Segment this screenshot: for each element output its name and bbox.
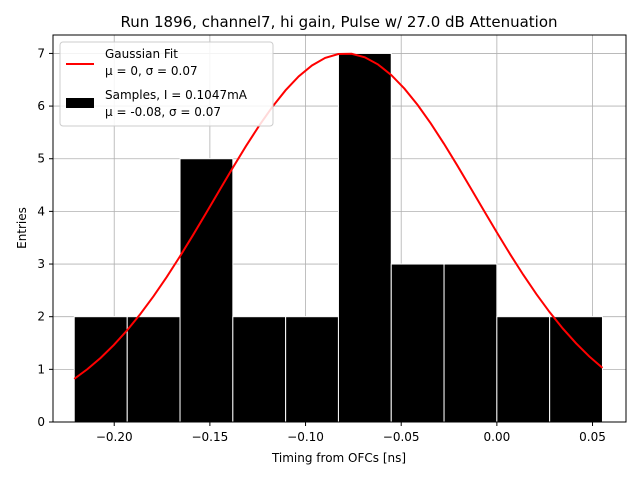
y-tick-label: 7 bbox=[37, 46, 45, 60]
chart-title: Run 1896, channel7, hi gain, Pulse w/ 27… bbox=[120, 13, 557, 31]
legend-histogram-swatch bbox=[66, 98, 94, 108]
histogram-bar bbox=[549, 316, 603, 423]
x-tick-label: 0.00 bbox=[484, 430, 511, 444]
x-tick-label: −0.10 bbox=[287, 430, 324, 444]
x-axis-ticks: −0.20 −0.15 −0.10 −0.05 0.00 0.05 bbox=[96, 422, 606, 444]
y-tick-label: 2 bbox=[37, 310, 45, 324]
y-tick-label: 6 bbox=[37, 99, 45, 113]
x-tick-label: −0.20 bbox=[96, 430, 133, 444]
legend-histogram-stats: μ = -0.08, σ = 0.07 bbox=[105, 105, 221, 119]
histogram-bar bbox=[232, 316, 287, 423]
histogram-bars bbox=[73, 52, 603, 423]
x-tick-label: −0.15 bbox=[191, 430, 228, 444]
plot-frame bbox=[52, 34, 627, 423]
legend: Gaussian Fit μ = 0, σ = 0.07 Samples, I … bbox=[59, 41, 274, 127]
y-tick-label: 3 bbox=[37, 257, 45, 271]
legend-box bbox=[59, 41, 274, 127]
legend-histogram-label: Samples, I = 0.1047mA bbox=[105, 88, 248, 102]
histogram-bar bbox=[390, 263, 445, 423]
histogram-bar bbox=[337, 52, 392, 423]
x-tick-label: 0.05 bbox=[579, 430, 606, 444]
histogram-bar bbox=[285, 316, 339, 423]
x-tick-label: −0.05 bbox=[383, 430, 420, 444]
gaussian-fit-line bbox=[73, 52, 604, 380]
x-axis-label: Timing from OFCs [ns] bbox=[271, 451, 406, 465]
histogram-bar bbox=[496, 316, 551, 423]
y-axis-label: Entries bbox=[15, 207, 29, 249]
histogram-bar bbox=[73, 316, 128, 423]
histogram-bar bbox=[443, 263, 498, 423]
legend-fit-stats: μ = 0, σ = 0.07 bbox=[105, 64, 198, 78]
y-tick-label: 0 bbox=[37, 415, 45, 429]
y-tick-label: 4 bbox=[37, 204, 45, 218]
histogram-bar bbox=[126, 316, 181, 423]
y-tick-label: 1 bbox=[37, 362, 45, 376]
y-axis-ticks: 0 1 2 3 4 5 6 7 bbox=[37, 46, 53, 429]
y-tick-label: 5 bbox=[37, 152, 45, 166]
histogram-bar bbox=[179, 158, 234, 423]
legend-fit-label: Gaussian Fit bbox=[105, 47, 178, 61]
